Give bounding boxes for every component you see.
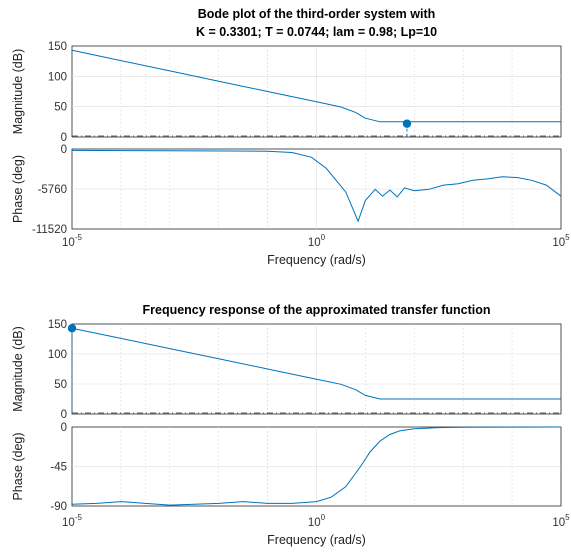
x-tick-label: 10-5	[62, 513, 82, 529]
x-tick-label: 105	[552, 233, 570, 249]
phase-panel-2: -90 -45 0 Phase (deg)	[11, 422, 562, 513]
y-tick-label: 50	[54, 379, 67, 391]
x-axis-label-1: Frequency (rad/s)	[267, 253, 366, 267]
magnitude-ylabel: Magnitude (dB)	[11, 49, 25, 134]
y-tick-label: 0	[61, 132, 67, 144]
x-tick-label: 100	[308, 233, 326, 249]
phase-ylabel: Phase (deg)	[11, 155, 25, 223]
crossover-marker	[67, 324, 77, 333]
y-tick-label: 0	[61, 409, 67, 421]
x-tick-label: 10-5	[62, 233, 82, 249]
magnitude-ylabel: Magnitude (dB)	[11, 326, 25, 411]
x-tick-label: 100	[308, 513, 326, 529]
y-tick-label: -90	[50, 501, 67, 513]
y-tick-label: 150	[48, 319, 67, 331]
magnitude-panel-1: 0 50 100 150 Magnitude (dB)	[11, 41, 562, 144]
y-tick-label: 100	[48, 349, 67, 361]
y-tick-label: 100	[48, 71, 67, 83]
chart-title-2: Frequency response of the approximated t…	[143, 303, 491, 317]
x-axis-label-2: Frequency (rad/s)	[267, 533, 366, 547]
magnitude-curve	[71, 327, 561, 400]
chart-subtitle-1: K = 0.3301; T = 0.0744; lam = 0.98; Lp=1…	[196, 25, 437, 39]
phase-ylabel: Phase (deg)	[11, 432, 25, 500]
chart-title-1: Bode plot of the third-order system with	[198, 7, 436, 21]
y-tick-label: -5760	[38, 184, 67, 196]
phase-panel-1: -11520 -5760 0 Phase (deg)	[11, 144, 562, 236]
y-tick-label: 0	[61, 422, 67, 434]
y-tick-label: -11520	[32, 224, 67, 236]
magnitude-curve	[71, 49, 561, 123]
phase-curve	[71, 149, 562, 223]
crossover-marker	[402, 119, 412, 128]
y-tick-label: 50	[54, 102, 67, 114]
y-tick-label: -45	[50, 462, 67, 474]
magnitude-panel-2: 0 50 100 150 Magnitude (dB)	[11, 319, 562, 421]
x-tick-label: 105	[552, 513, 570, 529]
y-tick-label: 0	[61, 144, 67, 156]
phase-curve	[71, 426, 562, 506]
y-tick-label: 150	[48, 41, 67, 53]
